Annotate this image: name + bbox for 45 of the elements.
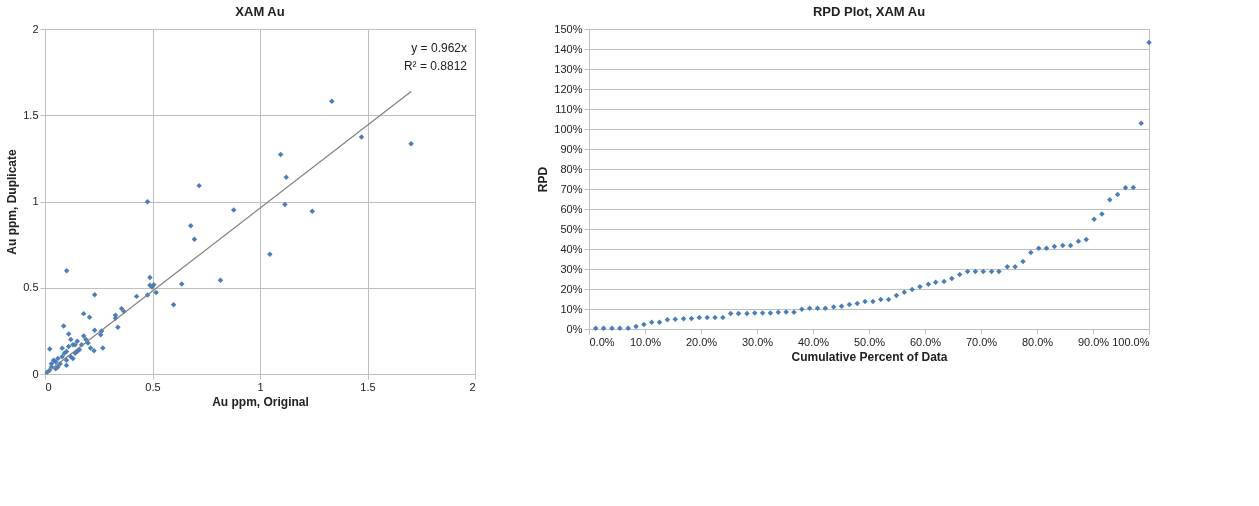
y-tick-label: 120% [554, 82, 583, 95]
y-tick-label: 1 [32, 195, 39, 207]
y-tick-label: 10% [560, 302, 583, 315]
x-tick-label: 1.5 [360, 380, 376, 393]
y-tick-label: 150% [554, 22, 583, 35]
x-tick-label: 2 [469, 380, 476, 393]
y-tick-label: 0.5 [23, 281, 39, 294]
x-tick-label: 50.0% [853, 335, 886, 348]
y-tick-label: 90% [560, 142, 583, 155]
x-tick-label: 0.5 [145, 380, 161, 393]
y-tick-label: 110% [555, 102, 583, 115]
y-tick-label: 50% [560, 222, 583, 235]
x-tick-label: 40.0% [797, 335, 830, 348]
y-tick-label: 1.5 [23, 108, 39, 121]
x-tick-label: 90.0% [1077, 335, 1110, 348]
x-tick-label: 100.0% [1112, 335, 1150, 348]
x-tick-label: 0 [45, 380, 52, 393]
chart-title: RPD Plot, XAM Au [812, 4, 926, 19]
chart-title: XAM Au [235, 4, 285, 19]
x-tick-label: 1 [257, 380, 264, 393]
y-tick-label: 70% [560, 182, 583, 195]
x-tick-label: 20.0% [685, 335, 718, 348]
x-tick-label: 80.0% [1021, 335, 1054, 348]
x-tick-label: 0.0% [589, 335, 615, 348]
y-tick-label: 60% [560, 202, 583, 215]
x-tick-label: 30.0% [741, 335, 774, 348]
y-tick-label: 30% [560, 262, 583, 275]
y-tick-label: 130% [554, 62, 583, 75]
x-tick-label: 70.0% [965, 335, 998, 348]
annotation: y = 0.962x [411, 41, 467, 55]
y-tick-label: 0 [32, 367, 39, 380]
y-tick-label: 80% [560, 162, 583, 175]
annotation: R² = 0.8812 [403, 59, 468, 73]
x-tick-label: 10.0% [629, 335, 662, 348]
x-axis-title: Au ppm, Original [212, 394, 309, 409]
y-tick-label: 100% [554, 122, 583, 135]
y-axis-title: Au ppm, Duplicate [5, 149, 20, 255]
y-tick-label: 40% [560, 242, 583, 255]
y-tick-label: 2 [32, 22, 39, 35]
y-axis-title: RPD [536, 166, 551, 193]
y-tick-label: 140% [554, 42, 583, 55]
x-axis-title: Cumulative Percent of Data [791, 349, 948, 364]
y-tick-label: 20% [560, 282, 583, 295]
y-tick-label: 0% [566, 322, 583, 335]
x-tick-label: 60.0% [909, 335, 942, 348]
